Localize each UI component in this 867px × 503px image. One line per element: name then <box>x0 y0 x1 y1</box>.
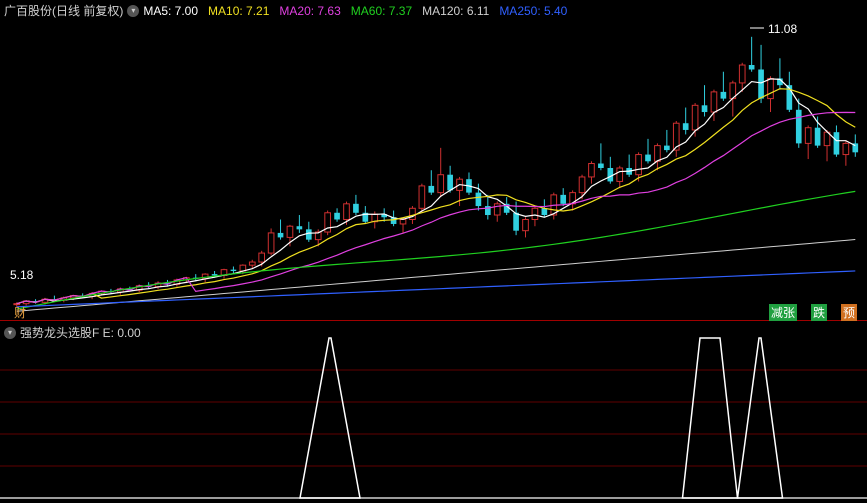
ma-indicator-label: MA5: 7.00 <box>143 4 198 18</box>
high-price-label: 11.08 <box>768 22 797 36</box>
ma-indicator-label: MA20: 7.63 <box>279 4 340 18</box>
ma-indicator-label: MA10: 7.21 <box>208 4 269 18</box>
status-badges: 减张跌预 <box>769 304 857 321</box>
status-badge[interactable]: 预 <box>841 304 857 321</box>
indicator-chart[interactable] <box>0 320 867 503</box>
sub-indicator-title: 强势龙头选股F E: 0.00 <box>20 324 141 341</box>
ma-indicator-labels: MA5: 7.00 MA10: 7.21 MA20: 7.63 MA60: 7.37 M… <box>143 4 567 18</box>
ma-indicator-label: MA120: 6.11 <box>422 4 489 18</box>
ma-indicator-label: MA250: 5.40 <box>499 4 567 18</box>
sub-chart-header: ▾ 强势龙头选股F E: 0.00 <box>4 324 141 341</box>
stock-title: 广百股份(日线 前复权) <box>4 2 123 19</box>
ma-indicator-label: MA60: 7.37 <box>351 4 412 18</box>
candlestick-chart[interactable] <box>0 0 867 320</box>
main-chart-header: 广百股份(日线 前复权) ▾ MA5: 7.00 MA10: 7.21 MA20: … <box>4 2 567 19</box>
left-price-label: 5.18 <box>10 268 33 282</box>
collapse-icon[interactable]: ▾ <box>4 327 16 339</box>
panel-divider <box>0 320 867 321</box>
stock-chart-container: 广百股份(日线 前复权) ▾ MA5: 7.00 MA10: 7.21 MA20: … <box>0 0 867 503</box>
status-badge[interactable]: 跌 <box>811 304 827 321</box>
fin-badge[interactable]: 财 <box>14 304 26 321</box>
status-badge[interactable]: 减张 <box>769 304 797 321</box>
collapse-icon[interactable]: ▾ <box>127 5 139 17</box>
